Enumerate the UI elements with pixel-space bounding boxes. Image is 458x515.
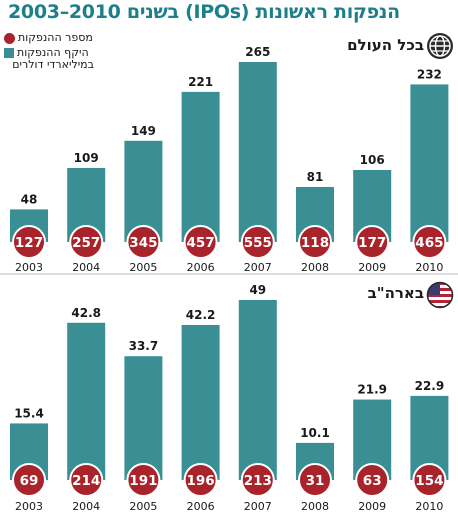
count-circle-us-2006: [183, 463, 218, 497]
bar-us-2007: [238, 300, 277, 480]
legend-volume-entry: היקף ההנפקות: [4, 47, 108, 59]
count-circle-world-2010: [412, 225, 447, 259]
count-circle-world-2009: [355, 225, 390, 259]
count-circle-world-2006: [183, 225, 218, 259]
count-label-us-2004: 214: [72, 473, 100, 489]
legend: מספר ההנפקות היקף ההנפקות במיליארדי דולר…: [4, 32, 108, 71]
count-label-world-2005: 345: [129, 235, 157, 251]
count-label-us-2009: 63: [363, 473, 382, 489]
count-circle-us-2008: [298, 463, 332, 497]
year-label-us-2004: 2004: [72, 500, 100, 513]
value-label-us-2004: 42.8: [71, 306, 101, 320]
year-label-us-2003: 2003: [15, 500, 43, 513]
year-label-us-2006: 2006: [187, 500, 215, 513]
value-label-us-2007: 49: [249, 283, 266, 297]
count-label-us-2007: 213: [244, 473, 272, 489]
bar-us-2005: [124, 356, 163, 480]
globe-icon: [427, 33, 453, 59]
count-label-us-2005: 191: [129, 473, 157, 489]
count-circle-us-2007: [240, 463, 275, 497]
value-label-us-2010: 22.9: [415, 379, 445, 393]
value-label-us-2005: 33.7: [129, 339, 159, 353]
value-label-world-2004: 109: [74, 151, 99, 165]
legend-volume-label: היקף ההנפקות: [17, 46, 89, 59]
count-label-world-2003: 127: [15, 235, 43, 251]
section-label-world: בכל העולם: [347, 36, 424, 54]
value-label-world-2006: 221: [188, 75, 213, 89]
count-label-world-2004: 257: [72, 235, 100, 251]
section-label-us: בארה"ב: [367, 284, 424, 302]
count-circle-world-2003: [12, 225, 46, 259]
value-label-us-2006: 42.2: [186, 308, 216, 322]
count-label-world-2007: 555: [244, 235, 272, 251]
year-label-us-2007: 2007: [244, 500, 272, 513]
value-label-world-2009: 106: [360, 153, 385, 167]
count-circle-world-2005: [126, 225, 161, 259]
year-label-us-2005: 2005: [129, 500, 157, 513]
count-label-world-2010: 465: [415, 235, 443, 251]
count-circle-world-2008: [298, 225, 332, 259]
count-label-us-2008: 31: [306, 473, 325, 489]
year-label-world-2009: 2009: [358, 261, 386, 274]
legend-circle-swatch: [4, 32, 15, 44]
count-circle-us-2003: [12, 463, 46, 497]
count-label-us-2003: 69: [20, 473, 39, 489]
year-label-world-2006: 2006: [187, 261, 215, 274]
legend-volume-unit: במיליארדי דולרים: [12, 58, 94, 71]
value-label-us-2009: 21.9: [357, 383, 387, 397]
value-label-world-2010: 232: [417, 67, 442, 81]
legend-count-label: מספר ההנפקות: [18, 31, 93, 44]
legend-bar-swatch: [4, 48, 14, 58]
value-label-world-2007: 265: [245, 45, 270, 59]
value-label-world-2005: 149: [131, 124, 156, 138]
count-circle-us-2004: [69, 463, 104, 497]
bar-world-2010: [410, 84, 449, 242]
bar-world-2007: [238, 62, 277, 242]
count-label-world-2006: 457: [187, 235, 215, 251]
bar-us-2004: [67, 322, 106, 480]
year-label-us-2009: 2009: [358, 500, 386, 513]
year-label-world-2003: 2003: [15, 261, 43, 274]
value-label-world-2003: 48: [21, 192, 38, 206]
chart-title: הנפקות ראשונות (IPOs) בשנים 2010–2003: [8, 1, 400, 23]
count-label-us-2006: 196: [187, 473, 215, 489]
value-label-world-2008: 81: [307, 170, 324, 184]
bar-world-2006: [181, 91, 220, 242]
year-label-world-2008: 2008: [301, 261, 329, 274]
count-circle-world-2004: [69, 225, 104, 259]
us-flag-icon: [426, 281, 454, 309]
year-label-world-2004: 2004: [72, 261, 100, 274]
value-label-us-2003: 15.4: [14, 406, 44, 420]
year-label-world-2005: 2005: [129, 261, 157, 274]
year-label-us-2010: 2010: [415, 500, 443, 513]
bar-us-2006: [181, 324, 220, 480]
year-label-world-2010: 2010: [415, 261, 443, 274]
year-label-world-2007: 2007: [244, 261, 272, 274]
count-circle-us-2005: [126, 463, 161, 497]
count-circle-world-2007: [240, 225, 275, 259]
count-circle-us-2010: [412, 463, 447, 497]
count-label-world-2009: 177: [358, 235, 386, 251]
year-label-us-2008: 2008: [301, 500, 329, 513]
count-circle-us-2009: [355, 463, 390, 497]
value-label-us-2008: 10.1: [300, 426, 330, 440]
legend-count-entry: מספר ההנפקות: [4, 32, 108, 44]
count-label-world-2008: 118: [301, 235, 329, 251]
count-label-us-2010: 154: [415, 473, 443, 489]
